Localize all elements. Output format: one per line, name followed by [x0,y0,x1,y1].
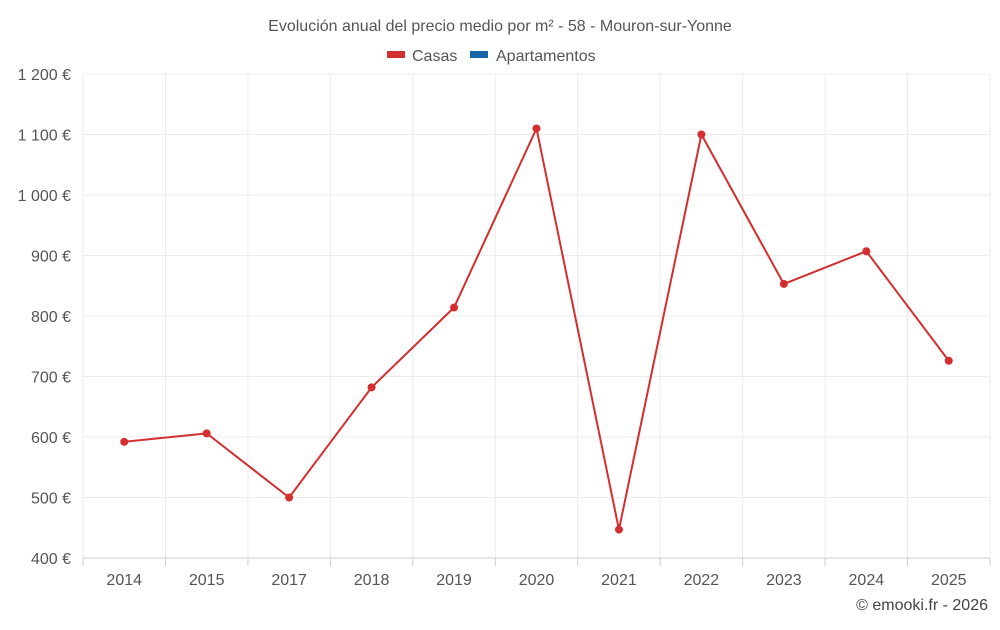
legend-item-apartamentos[interactable]: Apartamentos [470,48,596,65]
x-tick-label: 2024 [849,572,885,589]
data-point[interactable] [450,303,459,312]
data-point[interactable] [614,525,623,534]
data-point[interactable] [285,493,294,502]
series-layer [120,124,953,534]
legend-label-apartamentos: Apartamentos [496,48,596,65]
x-tick-label: 2018 [354,572,390,589]
x-tick-label: 2017 [271,572,307,589]
credit-text: © emooki.fr - 2026 [856,597,988,614]
y-tick-label: 900 € [31,249,71,266]
x-tick-label: 2021 [601,572,637,589]
y-tick-label: 1 100 € [18,128,71,145]
x-tick-label: 2014 [106,572,142,589]
data-point[interactable] [120,437,129,446]
x-tick-label: 2022 [684,572,720,589]
data-point[interactable] [202,429,211,438]
data-point[interactable] [367,383,376,392]
data-point[interactable] [944,356,953,365]
grid [82,73,991,559]
data-point[interactable] [697,130,706,139]
y-tick-label: 700 € [31,370,71,387]
x-tick-label: 2015 [189,572,225,589]
legend: Casas Apartamentos [387,48,596,65]
data-point[interactable] [862,247,871,256]
legend-item-casas[interactable]: Casas [387,48,457,65]
x-tick-label: 2020 [519,572,555,589]
legend-swatch-apartamentos [470,51,488,58]
data-point[interactable] [779,279,788,288]
y-tick-label: 800 € [31,309,71,326]
x-tick-label: 2025 [931,572,967,589]
y-tick-label: 400 € [31,551,71,568]
y-tick-label: 1 200 € [18,67,71,84]
legend-swatch-casas [387,51,405,58]
y-tick-label: 500 € [31,491,71,508]
y-axis: 400 € 500 € 600 € 700 € 800 € 900 € 1 000 € 1 1… [18,67,71,568]
y-tick-label: 600 € [31,430,71,447]
x-axis: 2014 2015 2017 2018 2019 2020 2021 2022 2023 2024… [82,557,991,589]
legend-label-casas: Casas [412,48,457,65]
chart-title: Evolución anual del precio medio por m² … [268,18,732,35]
x-tick-label: 2019 [436,572,472,589]
x-tick-label: 2023 [766,572,802,589]
y-tick-label: 1 000 € [18,188,71,205]
data-point[interactable] [532,124,541,133]
